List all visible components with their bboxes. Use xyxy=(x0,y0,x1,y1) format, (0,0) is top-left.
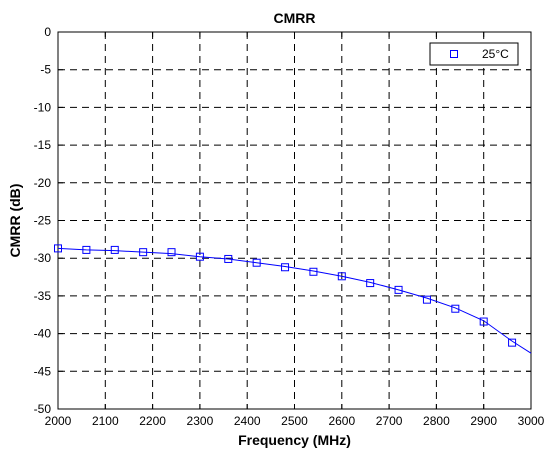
data-point-marker xyxy=(224,254,233,263)
x-tick-label: 2500 xyxy=(281,414,308,428)
data-point-marker xyxy=(139,248,148,257)
legend-marker-square xyxy=(450,50,458,58)
y-tick-label: -15 xyxy=(34,138,52,152)
data-point-marker xyxy=(54,244,62,253)
x-axis-label: Frequency (MHz) xyxy=(238,432,351,448)
series-line xyxy=(57,247,532,354)
data-point-marker xyxy=(451,304,460,313)
data-point-marker xyxy=(309,267,318,276)
y-tick-label: -40 xyxy=(34,327,52,341)
data-point-marker xyxy=(337,272,346,281)
legend: 25°C xyxy=(429,42,519,66)
data-point-marker xyxy=(252,258,261,267)
grid-lines xyxy=(58,32,531,409)
y-tick-label: -50 xyxy=(34,402,52,416)
y-axis-tick-labels: 0 -5 -10 -15 -20 -25 -30 -35 -40 -45 -50 xyxy=(34,25,52,416)
x-tick-label: 2800 xyxy=(423,414,450,428)
x-tick-label: 2400 xyxy=(234,414,261,428)
data-point-marker xyxy=(366,279,375,288)
data-point-marker xyxy=(281,263,290,272)
x-tick-label: 2700 xyxy=(376,414,403,428)
x-tick-label: 2000 xyxy=(45,414,72,428)
y-tick-label: -20 xyxy=(34,176,52,190)
y-tick-label: -35 xyxy=(34,289,52,303)
y-axis-label: CMRR (dB) xyxy=(7,184,23,258)
data-point-marker xyxy=(82,245,91,254)
x-tick-label: 2900 xyxy=(470,414,497,428)
x-tick-label: 3000 xyxy=(518,414,545,428)
data-point-marker xyxy=(195,252,204,261)
x-tick-label: 2600 xyxy=(328,414,355,428)
y-tick-label: 0 xyxy=(44,25,51,39)
data-point-marker xyxy=(110,245,119,254)
data-point-marker xyxy=(479,317,488,326)
x-axis-tick-labels: 2000 2100 2200 2300 2400 2500 2600 2700 2800 2900… xyxy=(45,414,545,428)
legend-box xyxy=(429,42,519,66)
y-tick-label: -5 xyxy=(40,63,51,77)
x-tick-label: 2100 xyxy=(92,414,119,428)
series-layer xyxy=(54,244,532,354)
data-point-marker xyxy=(394,285,403,294)
x-tick-label: 2200 xyxy=(139,414,166,428)
data-point-marker xyxy=(422,295,431,304)
x-tick-label: 2300 xyxy=(187,414,214,428)
y-tick-label: -25 xyxy=(34,214,52,228)
data-point-marker xyxy=(167,248,176,257)
y-tick-label: -10 xyxy=(34,100,52,114)
data-point-marker xyxy=(508,338,517,347)
legend-label: 25°C xyxy=(482,47,509,61)
axis-ticks xyxy=(57,31,532,410)
y-tick-label: -45 xyxy=(34,364,52,378)
chart-title: CMRR xyxy=(274,10,316,26)
y-tick-label: -30 xyxy=(34,251,52,265)
